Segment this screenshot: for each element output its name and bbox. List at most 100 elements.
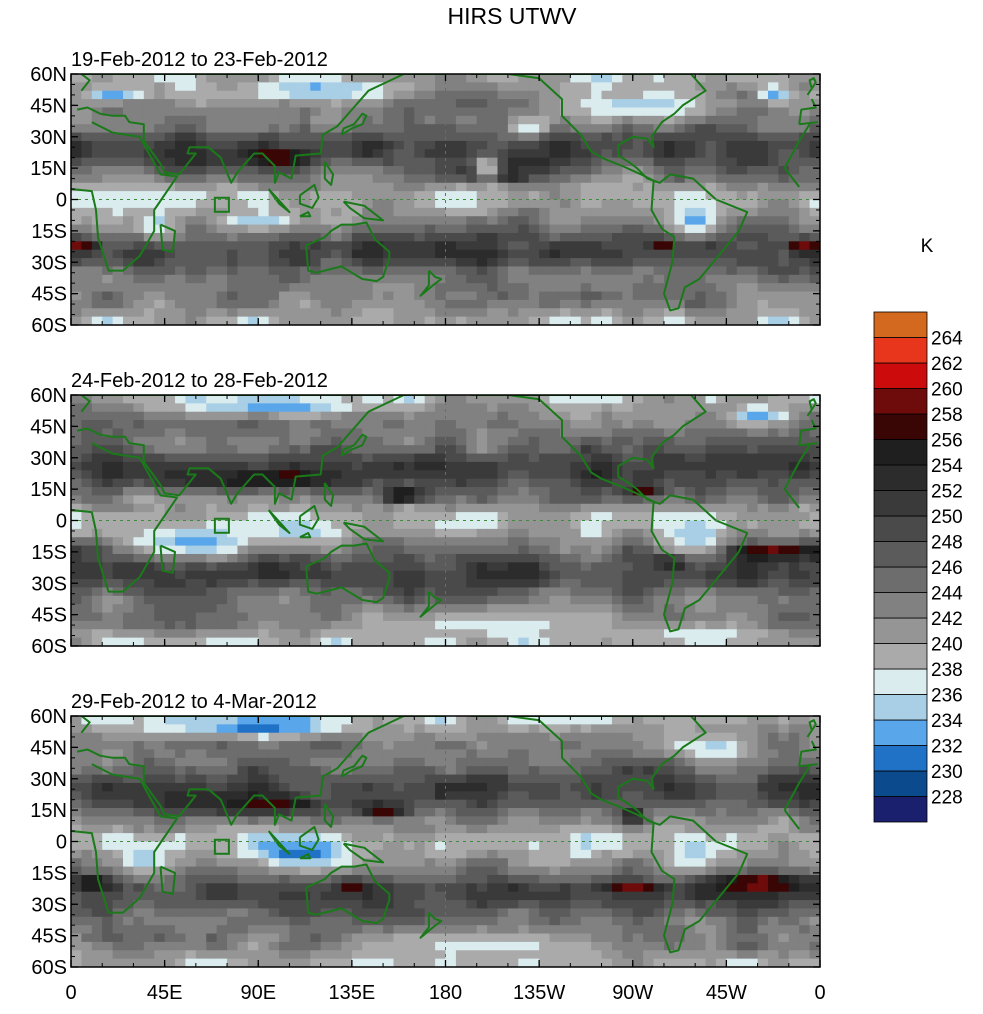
heatmap-cell <box>788 241 800 251</box>
heatmap-cell <box>663 766 675 776</box>
heatmap-cell <box>559 232 571 242</box>
heatmap-cell <box>154 241 166 251</box>
heatmap-cell <box>601 224 613 234</box>
heatmap-cell <box>362 537 374 547</box>
heatmap-cell <box>81 299 93 309</box>
heatmap-cell <box>778 495 790 505</box>
heatmap-cell <box>445 403 457 413</box>
heatmap-cell <box>809 411 820 421</box>
heatmap-cell <box>757 99 769 109</box>
heatmap-cell <box>663 166 675 175</box>
heatmap-cell <box>549 411 561 421</box>
heatmap-cell <box>351 537 363 547</box>
heatmap-cell <box>362 445 374 455</box>
heatmap-cell <box>310 140 322 150</box>
heatmap-cell <box>81 90 93 100</box>
heatmap-cell <box>487 528 499 538</box>
heatmap-cell <box>102 258 114 268</box>
heatmap-cell <box>445 99 457 109</box>
heatmap-cell <box>663 90 675 100</box>
heatmap-cell <box>237 107 249 117</box>
heatmap-cell <box>528 283 540 293</box>
heatmap-cell <box>143 299 155 309</box>
heatmap-cell <box>726 115 738 125</box>
heatmap-cell <box>684 445 696 455</box>
heatmap-cell <box>258 132 270 142</box>
heatmap-cell <box>809 512 820 522</box>
heatmap-cell <box>227 191 239 201</box>
heatmap-cell <box>528 149 540 159</box>
heatmap-cell <box>102 124 114 134</box>
heatmap-cell <box>611 316 623 325</box>
heatmap-cell <box>580 528 592 538</box>
heatmap-cell <box>393 283 405 293</box>
heatmap-cell <box>487 299 499 309</box>
heatmap-cell <box>705 107 717 117</box>
heatmap-cell <box>695 258 707 268</box>
heatmap-cell <box>487 291 499 301</box>
heatmap-cell <box>466 766 478 776</box>
heatmap-cell <box>81 478 93 488</box>
heatmap-cell <box>123 182 135 192</box>
heatmap-cell <box>81 174 93 184</box>
heatmap-cell <box>331 411 343 421</box>
heatmap-cell <box>476 612 488 622</box>
heatmap-cell <box>736 428 748 438</box>
heatmap-cell <box>539 716 551 725</box>
heatmap-cell <box>206 612 218 622</box>
heatmap-cell <box>747 587 759 597</box>
heatmap-cell <box>611 495 623 505</box>
heatmap-cell <box>570 604 582 614</box>
heatmap-cell <box>164 436 176 446</box>
heatmap-cell <box>663 74 675 83</box>
heatmap-cell <box>393 266 405 276</box>
heatmap-cell <box>528 403 540 413</box>
heatmap-cell <box>112 157 124 167</box>
heatmap-cell <box>455 241 467 251</box>
heatmap-cell <box>611 411 623 421</box>
heatmap-cell <box>102 191 114 201</box>
heatmap-cell <box>653 587 665 597</box>
heatmap-cell <box>466 436 478 446</box>
heatmap-cell <box>216 512 228 522</box>
heatmap-cell <box>601 316 613 325</box>
heatmap-cell <box>164 403 176 413</box>
heatmap-cell <box>757 411 769 421</box>
heatmap-cell <box>674 258 686 268</box>
heatmap-cell <box>247 724 259 734</box>
heatmap-cell <box>424 487 436 496</box>
heatmap-cell <box>497 620 509 630</box>
heatmap-cell <box>91 503 103 513</box>
heatmap-cell <box>237 274 249 284</box>
heatmap-cell <box>123 782 135 792</box>
heatmap-cell <box>736 487 748 496</box>
heatmap-cell <box>674 487 686 496</box>
heatmap-cell <box>622 74 634 83</box>
heatmap-cell <box>736 620 748 630</box>
heatmap-cell <box>591 587 603 597</box>
heatmap-cell <box>102 99 114 109</box>
heatmap-cell <box>726 520 738 530</box>
heatmap-cell <box>570 182 582 192</box>
heatmap-cell <box>424 157 436 167</box>
heatmap-cell <box>279 283 291 293</box>
heatmap-cell <box>757 232 769 242</box>
heatmap-cell <box>175 115 187 125</box>
heatmap-cell <box>424 757 436 767</box>
heatmap-cell <box>112 495 124 505</box>
heatmap-cell <box>195 553 207 563</box>
heatmap-cell <box>403 595 415 605</box>
heatmap-cell <box>611 629 623 639</box>
heatmap-cell <box>736 107 748 117</box>
heatmap-cell <box>81 316 93 325</box>
heatmap-cell <box>715 115 727 125</box>
heatmap-cell <box>643 774 655 784</box>
heatmap-cell <box>310 157 322 167</box>
heatmap-cell <box>466 191 478 201</box>
heatmap-cell <box>518 207 530 217</box>
heatmap-cell <box>185 115 197 125</box>
heatmap-cell <box>445 420 457 430</box>
heatmap-cell <box>653 503 665 513</box>
heatmap-cell <box>351 232 363 242</box>
heatmap-cell <box>799 766 811 776</box>
